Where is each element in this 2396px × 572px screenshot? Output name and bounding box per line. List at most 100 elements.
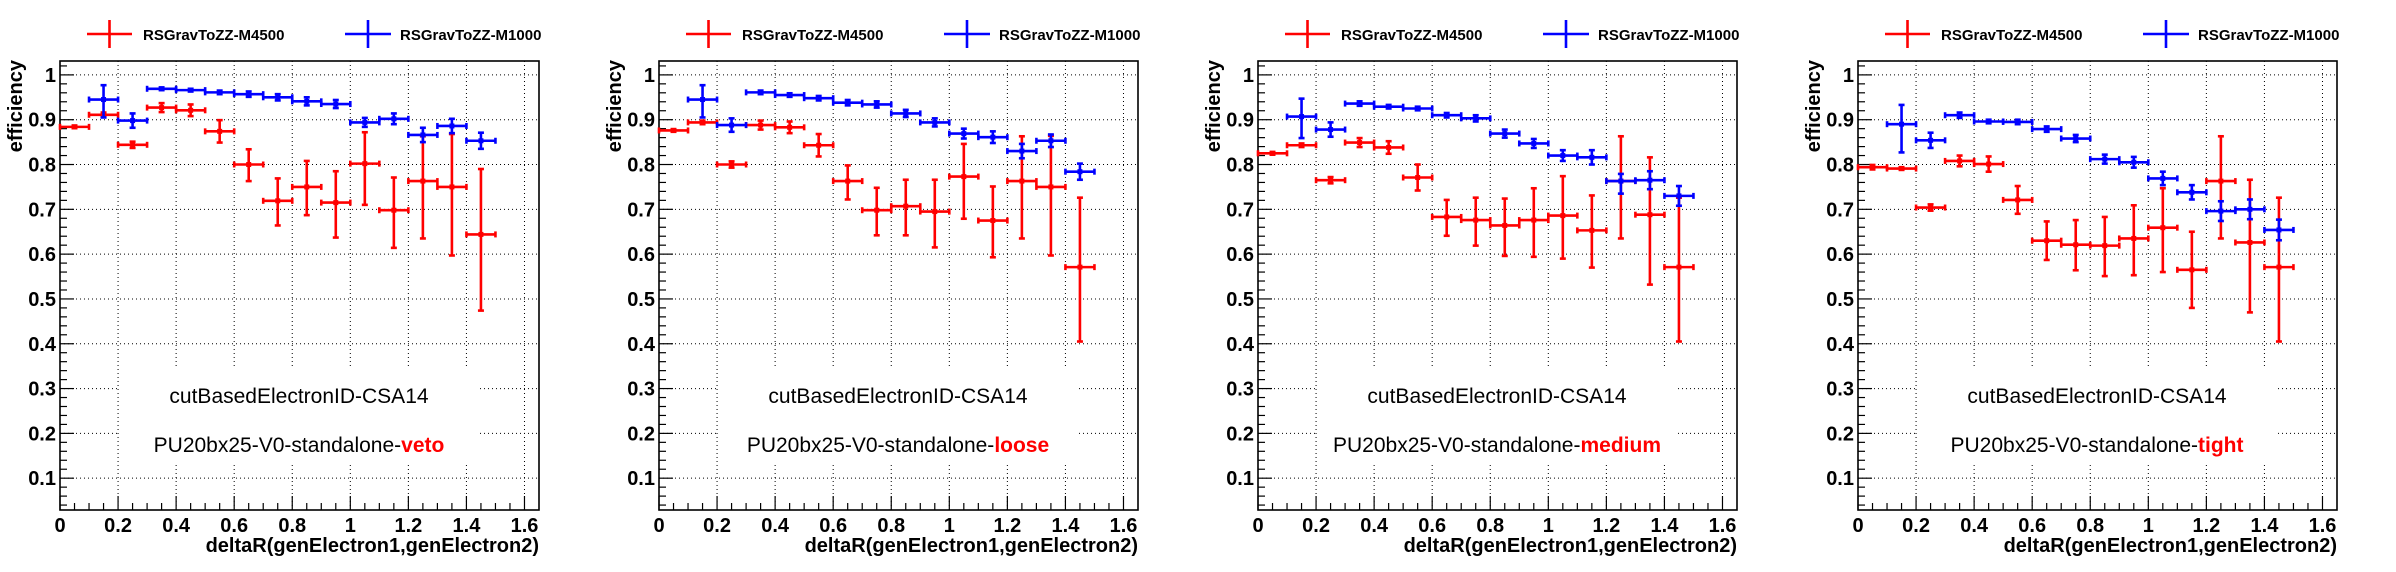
- grid-lines: [60, 61, 539, 510]
- x-tick-label: 0.4: [1360, 515, 1389, 537]
- legend-label: RSGravToZZ-M1000: [400, 27, 541, 44]
- marker: [1928, 137, 1934, 143]
- data-point: [715, 117, 748, 134]
- data-point: [831, 164, 864, 201]
- marker: [1019, 148, 1025, 154]
- legend-item: RSGravToZZ-M4500: [1885, 20, 2082, 48]
- data-point: [1256, 150, 1289, 157]
- data-point: [174, 103, 207, 118]
- data-point: [2030, 220, 2063, 262]
- y-tick-label: 0.5: [627, 289, 655, 311]
- marker: [1531, 217, 1537, 223]
- annotation-line2: PU20bx25-V0-standalone-veto: [154, 434, 445, 457]
- y-tick-label: 0.1: [28, 468, 56, 490]
- x-tick-label: 0: [1252, 515, 1263, 537]
- annotation-prefix: PU20bx25-V0-standalone-: [1333, 434, 1581, 457]
- marker: [333, 101, 339, 107]
- data-point: [2030, 125, 2063, 134]
- marker: [449, 184, 455, 190]
- x-tick-label: 1.2: [394, 515, 422, 537]
- x-tick-label: 1.6: [1110, 515, 1138, 537]
- data-point: [203, 118, 236, 144]
- x-tick-label: 0.4: [162, 515, 191, 537]
- data-point: [1972, 118, 2005, 125]
- marker: [758, 122, 764, 128]
- legend-label: RSGravToZZ-M1000: [1598, 27, 1739, 44]
- legend-label: RSGravToZZ-M4500: [1941, 27, 2082, 44]
- data-point: [2234, 198, 2266, 221]
- grid-lines: [1258, 61, 1737, 510]
- y-tick-label: 0.7: [1826, 199, 1854, 221]
- marker: [188, 87, 194, 93]
- plot-frame: [1257, 60, 1738, 511]
- legend-label: RSGravToZZ-M4500: [742, 27, 883, 44]
- marker: [1560, 153, 1566, 159]
- data-point: [1885, 165, 1918, 172]
- marker: [2276, 227, 2282, 233]
- annotation-box: [119, 367, 479, 465]
- marker: [1502, 222, 1508, 228]
- marker: [1473, 217, 1479, 223]
- x-tick-label: 0.4: [1960, 515, 1989, 537]
- x-tick-label: 1.2: [2192, 515, 2220, 537]
- marker: [420, 178, 426, 184]
- marker: [787, 92, 793, 98]
- marker: [2247, 239, 2253, 245]
- data-point: [116, 112, 149, 130]
- data-point: [1401, 105, 1434, 112]
- x-tick-label: 1.2: [993, 515, 1021, 537]
- marker: [304, 98, 310, 104]
- y-tick-label: 0.8: [627, 155, 655, 177]
- marker: [1077, 264, 1083, 270]
- y-tick-label: 0.2: [1826, 423, 1854, 445]
- legend-label: RSGravToZZ-M4500: [143, 27, 284, 44]
- y-axis-title: efficiency: [604, 59, 626, 152]
- annotation-line2: PU20bx25-V0-standalone-loose: [747, 434, 1049, 457]
- marker: [362, 119, 368, 125]
- y-tick-label: 0.4: [1826, 334, 1855, 356]
- y-tick-label: 0.7: [1226, 199, 1254, 221]
- marker: [1299, 142, 1305, 148]
- marker: [1444, 214, 1450, 220]
- x-tick-label: 0.2: [1902, 515, 1930, 537]
- marker: [932, 209, 938, 215]
- marker: [961, 174, 967, 180]
- marker: [304, 184, 310, 190]
- y-tick-label: 0.8: [1826, 155, 1854, 177]
- x-tick-label: 0.8: [2076, 515, 2104, 537]
- marker: [1870, 164, 1876, 170]
- x-tick-label: 0: [1852, 515, 1863, 537]
- y-tick-label: 0.3: [28, 379, 56, 401]
- marker: [1899, 166, 1905, 172]
- data-point: [1314, 175, 1347, 185]
- marker: [1415, 105, 1421, 111]
- marker: [2015, 119, 2021, 125]
- axis-ticks: [59, 65, 526, 510]
- data-point: [1972, 155, 2005, 173]
- data-point: [918, 178, 951, 249]
- annotation-box: [1317, 367, 1677, 465]
- data-point: [319, 98, 352, 110]
- data-point: [1430, 198, 1463, 238]
- data-point: [1035, 133, 1067, 149]
- marker: [1589, 227, 1595, 233]
- marker: [2276, 264, 2282, 270]
- data-point: [465, 167, 497, 312]
- data-point: [378, 112, 410, 126]
- y-tick-label: 0.6: [1826, 244, 1854, 266]
- marker: [758, 89, 764, 95]
- data-point: [889, 178, 922, 237]
- data-point: [407, 126, 439, 144]
- plot-frame: [59, 60, 540, 511]
- data-point: [465, 131, 497, 151]
- marker: [845, 100, 851, 106]
- data-point: [1576, 194, 1608, 269]
- legend-item: RSGravToZZ-M1000: [944, 20, 1140, 48]
- legend-label: RSGravToZZ-M1000: [999, 27, 1140, 44]
- grid-lines: [1858, 61, 2337, 510]
- data-point: [1943, 111, 1976, 120]
- data-point: [773, 91, 806, 99]
- data-point: [1459, 196, 1492, 247]
